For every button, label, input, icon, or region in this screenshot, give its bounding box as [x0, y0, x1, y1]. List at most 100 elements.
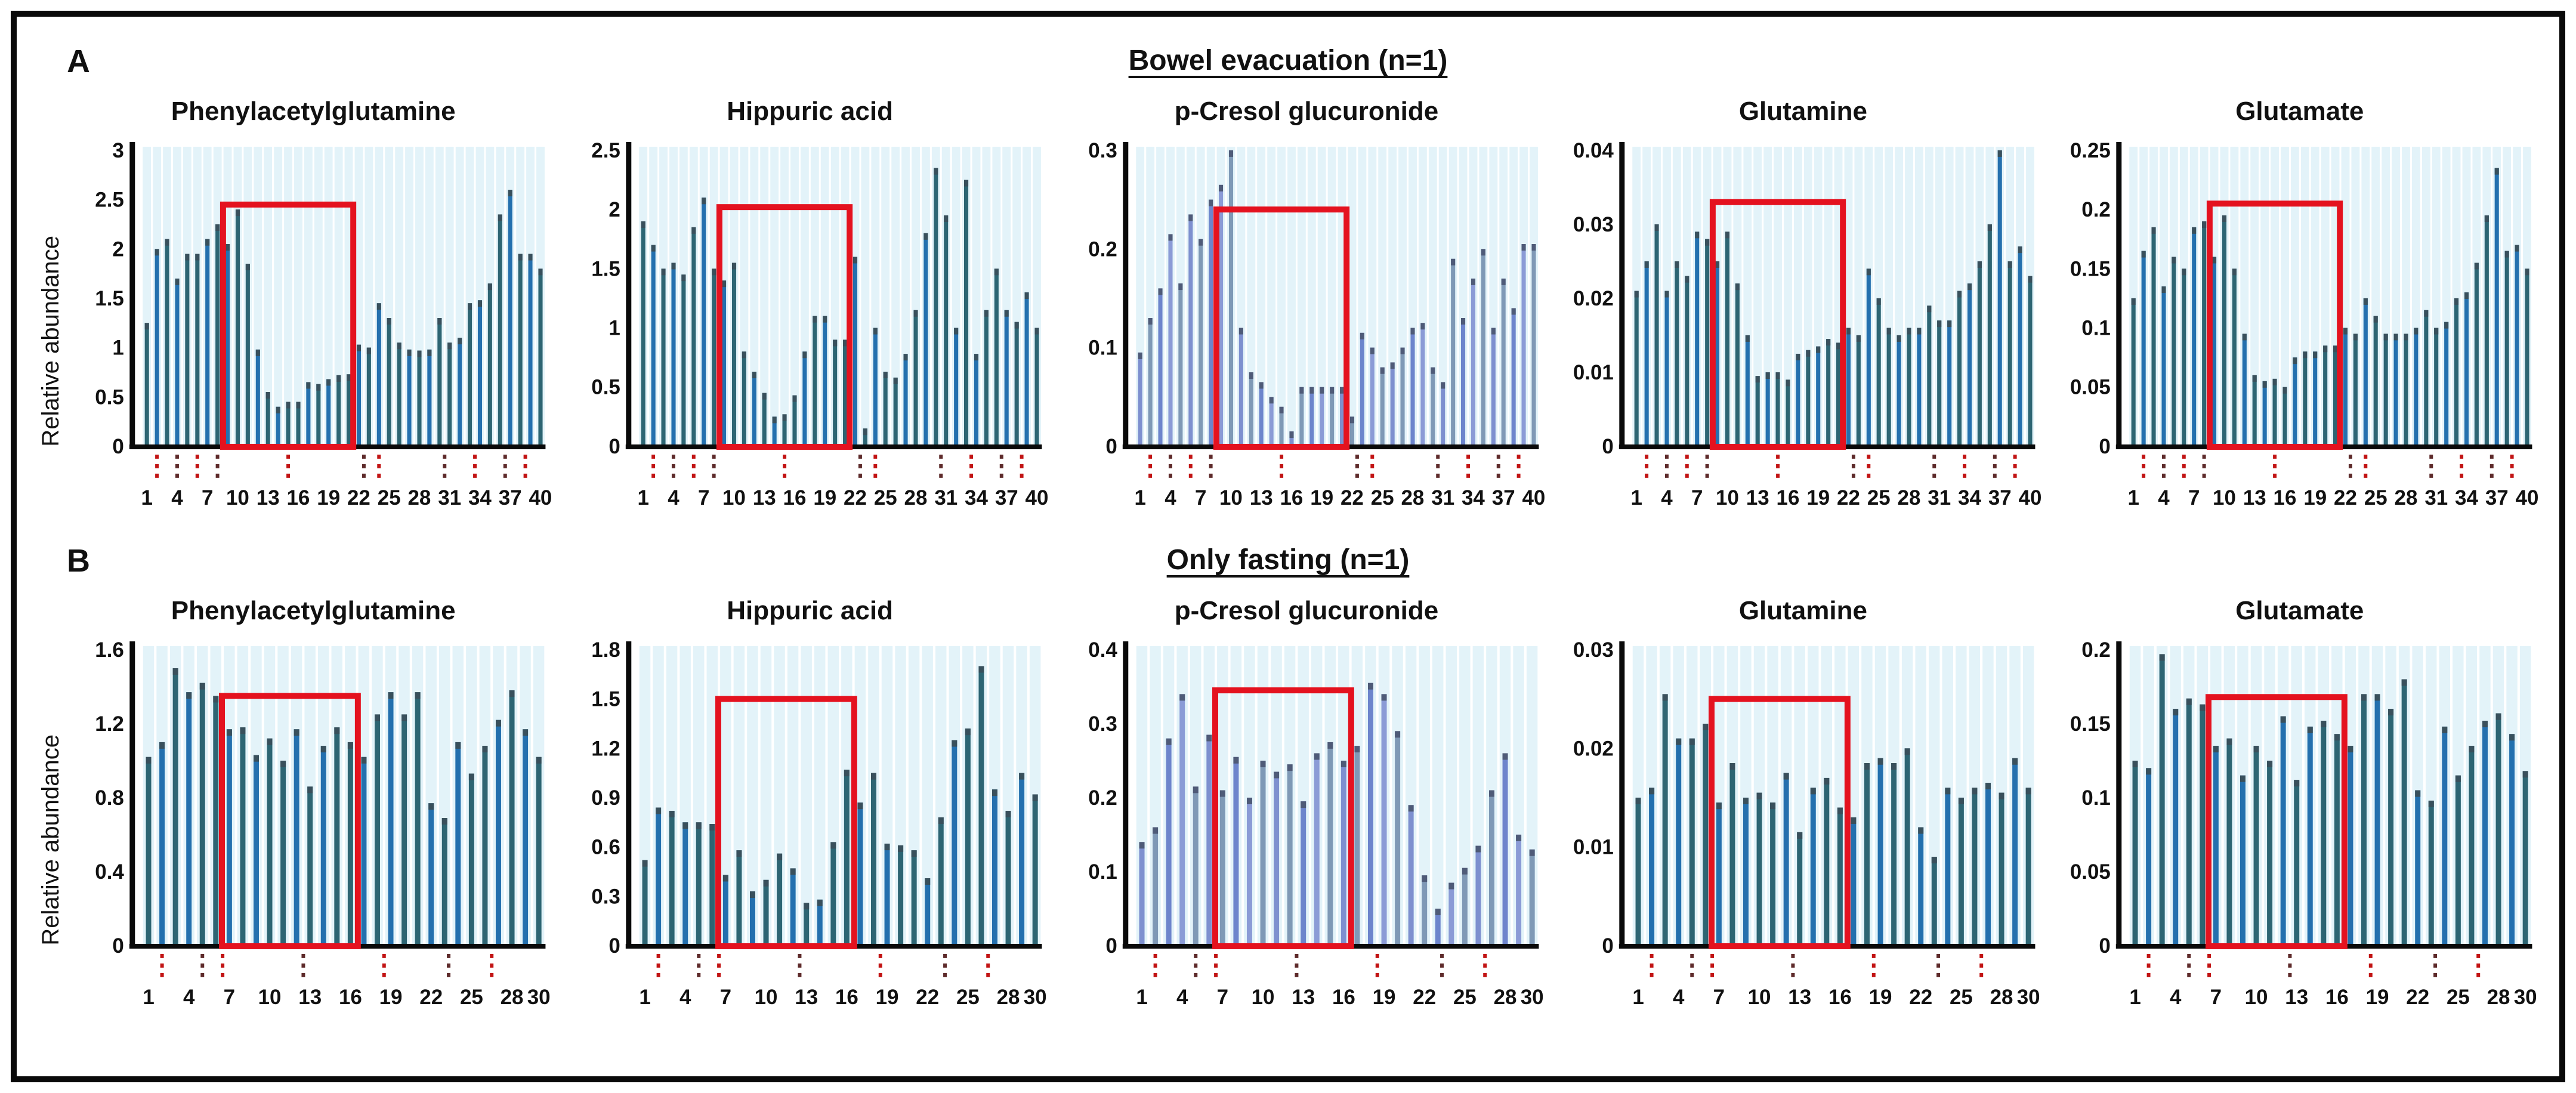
- svg-text:1: 1: [638, 486, 649, 510]
- panel-b-header: B Only fasting (n=1): [32, 527, 2544, 589]
- svg-text:13: 13: [1250, 486, 1273, 510]
- bar-chart: 0 0.1 0.2 0.3 0.4 1 4 7 10 13 16 19 22 25 28 30: [1062, 633, 1550, 1020]
- bar-chart: 0 0.01 0.02 0.03 1 4 7 10 13 16 19 22 25 28 30: [1559, 633, 2047, 1020]
- svg-text:0.03: 0.03: [1573, 638, 1614, 662]
- panel-b: B Only fasting (n=1) Relative abundance …: [32, 527, 2544, 1020]
- panel-a: A Bowel evacuation (n=1) Relative abunda…: [32, 27, 2544, 521]
- svg-text:1: 1: [2127, 486, 2139, 510]
- svg-text:25: 25: [1371, 486, 1394, 510]
- svg-text:19: 19: [1372, 986, 1395, 1009]
- svg-text:1: 1: [143, 986, 154, 1009]
- svg-text:37: 37: [2485, 486, 2508, 510]
- svg-text:1: 1: [1631, 486, 1642, 510]
- svg-text:25: 25: [2447, 986, 2470, 1009]
- svg-text:28: 28: [1898, 486, 1921, 510]
- svg-text:37: 37: [499, 486, 522, 510]
- svg-text:16: 16: [287, 486, 310, 510]
- svg-text:4: 4: [171, 486, 183, 510]
- svg-text:1: 1: [609, 317, 620, 340]
- svg-text:28: 28: [1401, 486, 1424, 510]
- bar-chart: 0 0.3 0.6 0.9 1.2 1.5 1.8 1 4 7 10 13 16 19 22 25 28 30: [566, 633, 1054, 1020]
- svg-text:19: 19: [876, 986, 899, 1009]
- svg-text:19: 19: [1869, 986, 1892, 1009]
- bar-chart: 0 0.1 0.2 0.3 1 4 7 10 13 16 19 22 25 28 31 34 37 40: [1062, 134, 1550, 521]
- svg-text:10: 10: [226, 486, 249, 510]
- svg-text:10: 10: [1716, 486, 1739, 510]
- panel-a-letter: A: [67, 44, 90, 79]
- svg-text:7: 7: [2210, 986, 2221, 1009]
- svg-text:0.02: 0.02: [1573, 287, 1614, 310]
- svg-text:0.4: 0.4: [1088, 638, 1117, 662]
- svg-text:7: 7: [202, 486, 213, 510]
- svg-text:13: 13: [1292, 986, 1315, 1009]
- svg-text:19: 19: [317, 486, 340, 510]
- svg-text:0.3: 0.3: [1088, 139, 1117, 162]
- svg-text:22: 22: [2406, 986, 2429, 1009]
- svg-text:0: 0: [112, 934, 123, 958]
- svg-text:0.5: 0.5: [95, 385, 124, 409]
- svg-text:2.5: 2.5: [592, 139, 621, 162]
- svg-text:19: 19: [814, 486, 837, 510]
- svg-text:1: 1: [2129, 986, 2141, 1009]
- svg-text:7: 7: [224, 986, 235, 1009]
- chart-title: p-Cresol glucuronide: [1174, 97, 1439, 126]
- svg-text:0.05: 0.05: [2070, 376, 2110, 399]
- svg-text:4: 4: [668, 486, 680, 510]
- panel-a-title: Bowel evacuation (n=1): [1128, 45, 1448, 76]
- svg-text:22: 22: [1413, 986, 1436, 1009]
- svg-text:16: 16: [1332, 986, 1355, 1009]
- svg-text:0: 0: [1105, 435, 1117, 458]
- svg-text:7: 7: [2188, 486, 2200, 510]
- svg-text:0.3: 0.3: [592, 885, 621, 908]
- svg-text:28: 28: [1990, 986, 2013, 1009]
- svg-text:31: 31: [438, 486, 461, 510]
- svg-text:13: 13: [795, 986, 818, 1009]
- svg-text:0: 0: [609, 934, 620, 958]
- svg-text:4: 4: [1176, 986, 1188, 1009]
- svg-text:0.2: 0.2: [2081, 198, 2111, 221]
- svg-text:3: 3: [112, 139, 123, 162]
- bar-chart: 0 0.4 0.8 1.2 1.6 1 4 7 10 13 16 19 22 25 28 30: [69, 633, 557, 1020]
- svg-text:13: 13: [2243, 486, 2266, 510]
- panel-b-body: Relative abundance Phenylacetylglutamine…: [32, 589, 2544, 1020]
- svg-text:22: 22: [1837, 486, 1860, 510]
- chart-glutamine-a: Glutamine 0 0.01 0.02 0.03 0.04 1 4 7 10 13 16 19 22…: [1559, 89, 2047, 521]
- panel-b-title: Only fasting (n=1): [1166, 544, 1410, 576]
- svg-text:16: 16: [1777, 486, 1800, 510]
- svg-text:0.6: 0.6: [592, 835, 621, 859]
- svg-text:34: 34: [2455, 486, 2478, 510]
- svg-text:30: 30: [2017, 986, 2040, 1009]
- svg-text:1: 1: [640, 986, 651, 1009]
- svg-text:40: 40: [2019, 486, 2042, 510]
- svg-text:10: 10: [2244, 986, 2268, 1009]
- chart-hippuric-acid-b: Hippuric acid 0 0.3 0.6 0.9 1.2 1.5 1.8 1 4 7 10 13…: [566, 589, 1054, 1020]
- svg-text:37: 37: [1492, 486, 1515, 510]
- svg-text:0.1: 0.1: [1088, 860, 1117, 884]
- svg-text:7: 7: [1195, 486, 1206, 510]
- svg-text:25: 25: [1453, 986, 1477, 1009]
- svg-text:0.15: 0.15: [2070, 712, 2110, 736]
- chart-title: Phenylacetylglutamine: [171, 97, 456, 126]
- svg-text:19: 19: [379, 986, 403, 1009]
- svg-text:13: 13: [1788, 986, 1811, 1009]
- svg-text:40: 40: [1026, 486, 1049, 510]
- svg-text:16: 16: [1280, 486, 1303, 510]
- svg-text:28: 28: [904, 486, 928, 510]
- svg-text:1: 1: [1136, 986, 1147, 1009]
- svg-text:0: 0: [1602, 934, 1614, 958]
- svg-text:28: 28: [2487, 986, 2510, 1009]
- svg-text:4: 4: [1165, 486, 1176, 510]
- svg-text:16: 16: [835, 986, 858, 1009]
- svg-text:13: 13: [753, 486, 776, 510]
- svg-text:0.1: 0.1: [2081, 317, 2111, 340]
- chart-title: Glutamate: [2235, 595, 2364, 625]
- svg-text:0.1: 0.1: [2081, 786, 2111, 810]
- svg-text:7: 7: [1691, 486, 1703, 510]
- svg-text:10: 10: [755, 986, 778, 1009]
- svg-text:4: 4: [183, 986, 195, 1009]
- bar-chart: 0 0.5 1 1.5 2 2.5 1 4 7 10 13 16 19 22 25 28 31 34 37 40: [566, 134, 1054, 521]
- svg-text:16: 16: [2325, 986, 2349, 1009]
- svg-text:31: 31: [935, 486, 958, 510]
- chart-title: Glutamine: [1738, 97, 1867, 126]
- svg-text:13: 13: [298, 986, 322, 1009]
